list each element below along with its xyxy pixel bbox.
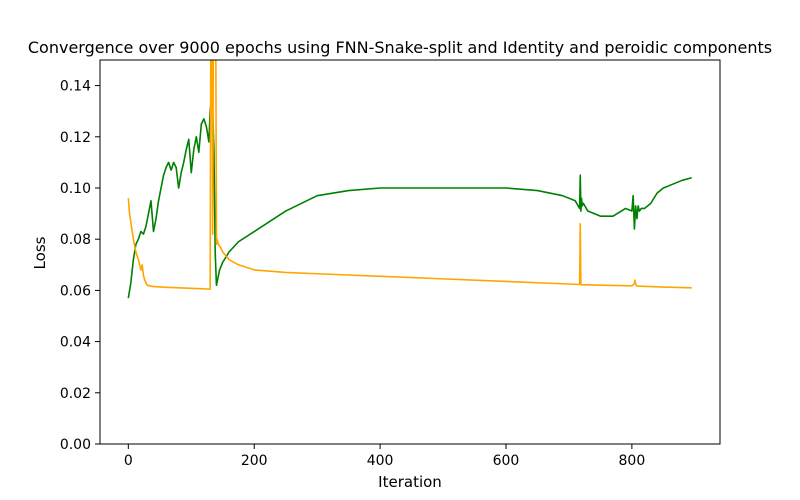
y-axis-ticks: 0.00 0.02 0.04 0.06 0.08 0.10 0.12 0.14 — [60, 79, 100, 453]
y-tick-label: 0.06 — [60, 283, 91, 299]
y-tick-label: 0.12 — [60, 130, 91, 146]
plot-area — [100, 60, 720, 444]
x-tick-label: 0 — [124, 453, 133, 469]
y-tick-label: 0.10 — [60, 181, 91, 197]
y-tick-label: 0.14 — [60, 79, 91, 95]
x-tick-label: 600 — [493, 453, 520, 469]
x-tick-label: 400 — [367, 453, 394, 469]
series-group — [127, 60, 692, 299]
y-axis-label: Loss — [31, 236, 49, 269]
plot-frame — [99, 59, 721, 445]
x-tick-label: 200 — [241, 453, 268, 469]
x-axis-ticks: 0 200 400 600 800 — [124, 444, 645, 469]
y-tick-label: 0.02 — [60, 386, 91, 402]
chart-title: Convergence over 9000 epochs using FNN-S… — [28, 38, 772, 57]
x-tick-label: 800 — [619, 453, 646, 469]
y-tick-label: 0.08 — [60, 232, 91, 248]
series-line-1 — [127, 97, 692, 299]
y-tick-label: 0.00 — [60, 437, 91, 453]
y-tick-label: 0.04 — [60, 335, 91, 351]
x-axis-label: Iteration — [378, 473, 442, 491]
series-line-2 — [127, 60, 692, 290]
